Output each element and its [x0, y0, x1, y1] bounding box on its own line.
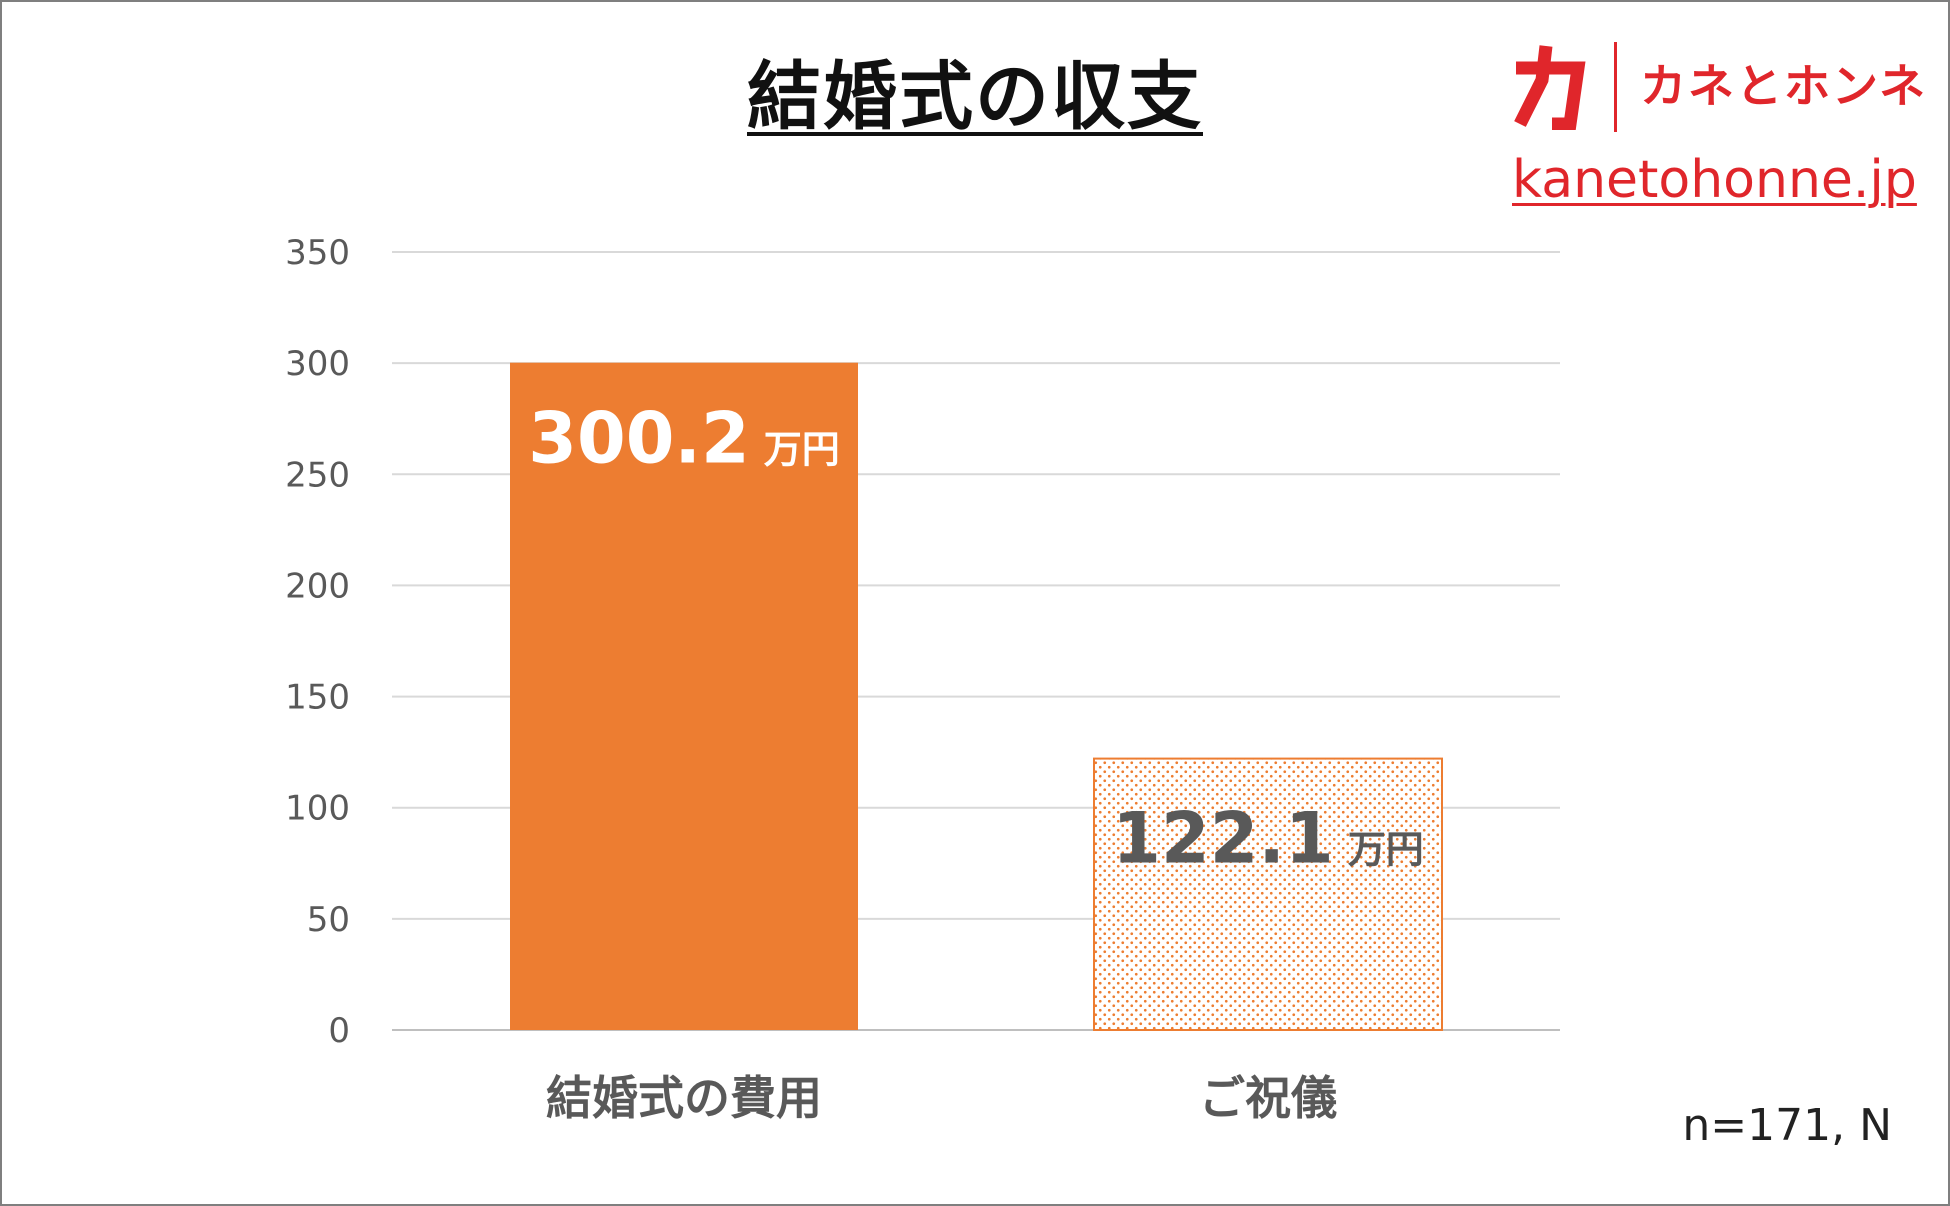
sample-size-note: n=171, N: [1682, 1100, 1892, 1151]
data-labels: 300.2 万円 122.1 万円: [528, 398, 1423, 880]
bars: [510, 362, 1443, 1032]
y-tick-label: 50: [307, 900, 350, 940]
y-tick-label: 250: [285, 455, 350, 495]
data-label-unit: 万円: [1348, 828, 1424, 872]
x-category-label: ご祝儀: [1199, 1071, 1337, 1125]
y-tick-label: 150: [285, 678, 350, 718]
y-axis-tick-labels: 0 50 100 150 200 250 300 350: [285, 233, 350, 1051]
y-tick-label: 200: [285, 566, 350, 606]
x-category-label: 結婚式の費用: [546, 1071, 822, 1125]
y-tick-label: 350: [285, 233, 350, 273]
chart-title: 結婚式の収支: [0, 52, 1950, 142]
y-tick-label: 100: [285, 789, 350, 829]
data-label-1: 300.2 万円: [528, 398, 839, 480]
brand-url-link[interactable]: kanetohonne.jp: [1512, 150, 1917, 210]
data-label-value: 122.1: [1112, 798, 1333, 880]
bar-1: [510, 362, 858, 1031]
chart-title-text: 結婚式の収支: [747, 54, 1203, 140]
brand-logo-text: カネとホンネ: [1640, 59, 1928, 113]
data-label-2: 122.1 万円: [1112, 798, 1423, 880]
brand-logo-divider: [1614, 42, 1617, 132]
data-label-unit: 万円: [764, 428, 840, 472]
brand-logo-mark: [1514, 45, 1586, 130]
y-tick-label: 300: [285, 344, 350, 384]
y-tick-label: 0: [328, 1011, 350, 1051]
x-axis-category-labels: 結婚式の費用 ご祝儀: [546, 1071, 1337, 1125]
data-label-value: 300.2: [528, 398, 749, 480]
bar-2: [1093, 757, 1443, 1032]
